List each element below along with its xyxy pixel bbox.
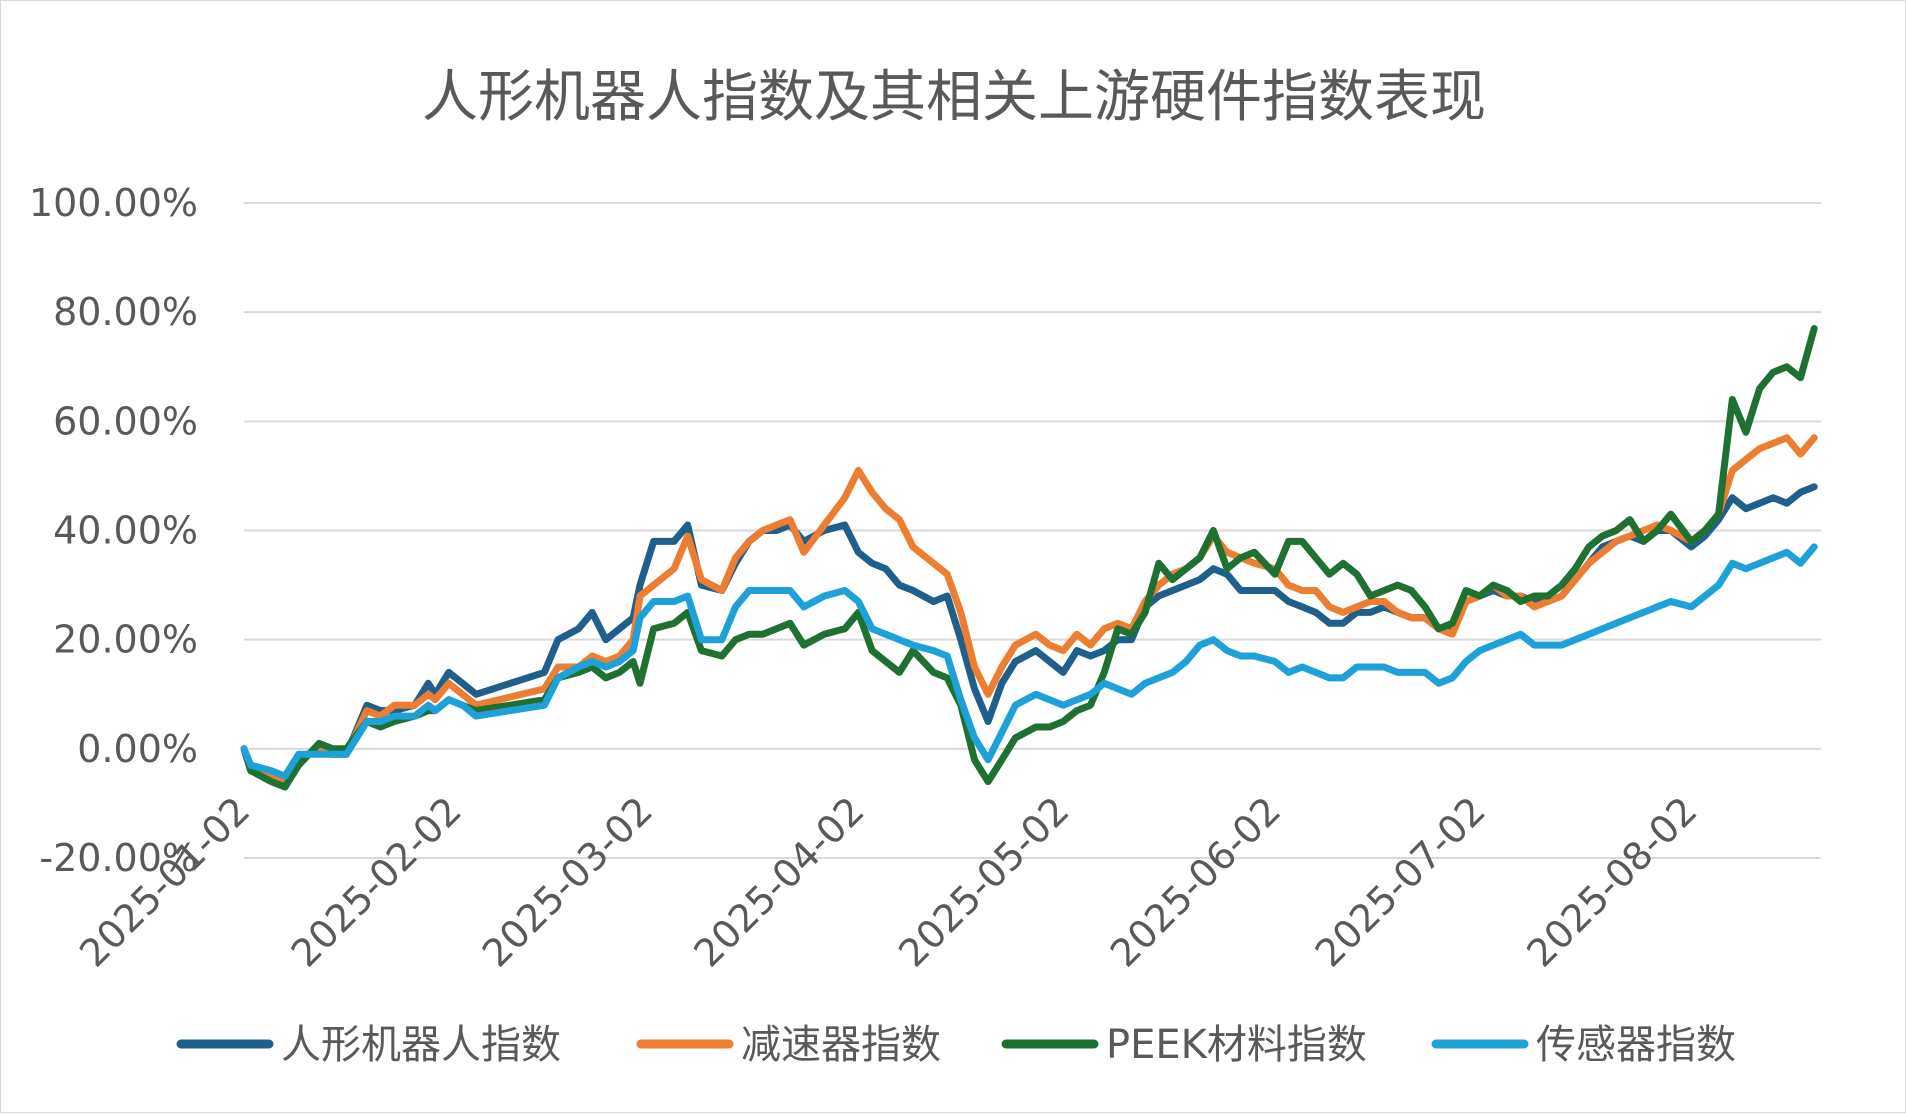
y-tick-label: 80.00%: [53, 290, 198, 334]
y-tick-label: 40.00%: [53, 509, 198, 553]
gridlines: [244, 202, 1821, 859]
y-tick-label: 60.00%: [53, 399, 198, 443]
y-tick-label: -20.00%: [39, 836, 198, 880]
series-line-4: [240, 543, 1818, 780]
x-tick-label: 2025-07-02: [1307, 788, 1494, 975]
legend-label: PEEK材料指数: [1106, 1022, 1367, 1068]
y-tick-label: 0.00%: [77, 727, 198, 771]
y-tick-label: 100.00%: [29, 181, 198, 225]
x-tick-label: 2025-04-02: [686, 788, 873, 975]
x-tick-label: 2025-02-02: [283, 788, 470, 975]
series-line-2: [240, 434, 1818, 786]
chart-title: 人形机器人指数及其相关上游硬件指数表现: [422, 65, 1486, 130]
x-tick-label: 2025-05-02: [890, 788, 1077, 975]
x-axis-ticks: 2025-01-02 2025-02-02 2025-03-02 2025-04-02…: [71, 788, 1706, 975]
series-lines: [240, 325, 1818, 791]
legend-label: 传感器指数: [1536, 1022, 1736, 1068]
x-tick-label: 2025-06-02: [1102, 788, 1289, 975]
x-tick-label: 2025-03-02: [474, 788, 661, 975]
x-tick-label: 2025-01-02: [71, 788, 258, 975]
legend-label: 减速器指数: [741, 1022, 941, 1068]
y-tick-label: 20.00%: [53, 618, 198, 662]
legend: 人形机器人指数 减速器指数 PEEK材料指数 传感器指数: [176, 1022, 1736, 1068]
legend-label: 人形机器人指数: [281, 1022, 561, 1068]
x-tick-label: 2025-08-02: [1518, 788, 1705, 975]
y-axis-ticks: 100.00% 80.00% 60.00% 40.00% 20.00% 0.00% -20.…: [29, 181, 198, 880]
